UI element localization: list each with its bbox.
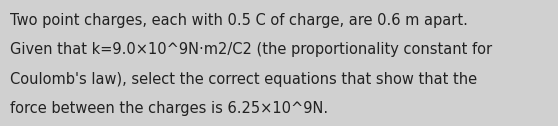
Text: Coulomb's law), select the correct equations that show that the: Coulomb's law), select the correct equat…	[10, 72, 477, 87]
Text: Given that k=9.0×10^9N·m2/C2 (the proportionality constant for: Given that k=9.0×10^9N·m2/C2 (the propor…	[10, 42, 492, 57]
Text: Two point charges, each with 0.5 C of charge, are 0.6 m apart.: Two point charges, each with 0.5 C of ch…	[10, 13, 468, 28]
Text: force between the charges is 6.25×10^9N.: force between the charges is 6.25×10^9N.	[10, 101, 328, 116]
